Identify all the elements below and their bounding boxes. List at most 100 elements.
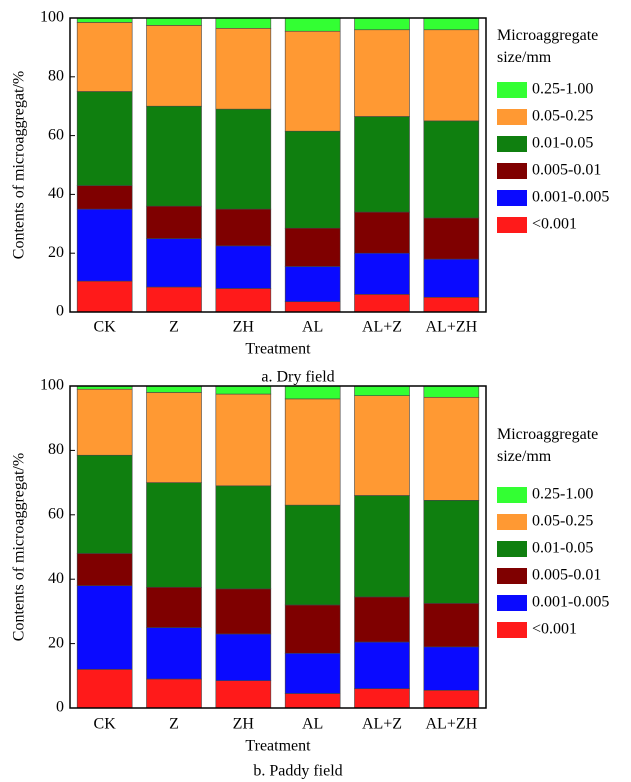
legend-label: 0.005-0.01 [532,567,601,584]
y-tick-label: 20 [48,244,64,261]
x-tick-label: CK [94,716,117,733]
bar-segment [146,482,202,588]
x-axis-label: Treatment [245,341,311,358]
bar-segment [146,17,202,26]
bar-segment [76,585,133,670]
x-tick-label: AL+Z [362,319,402,336]
y-tick-label: 80 [48,67,64,84]
bar-segment [284,504,341,606]
legend-title: Microaggregate size/mm [497,426,599,465]
bar-segment [284,266,341,303]
y-tick-label: 60 [48,126,64,143]
x-tick-label: ZH [233,716,255,733]
x-tick-label: AL [302,319,323,336]
bar-segment [423,385,480,398]
bar-segment [354,29,410,117]
bar-segment [146,678,202,709]
legend-label: 0.05-0.25 [532,513,593,530]
bar-segment [76,91,133,186]
plot-frame [69,385,487,709]
caption: a. Dry field [261,369,334,386]
bar-segment [354,211,410,254]
bar-segment [215,633,272,681]
x-tick-label: Z [169,319,179,336]
y-tick-label: 40 [48,570,64,587]
bar-segment [76,553,133,586]
bar-segment [354,596,410,643]
bar-segment [146,238,202,288]
bar-segment [76,388,133,456]
bar-segment [284,385,341,400]
bar-segment [354,17,410,31]
bar-segment [423,500,480,604]
bar-segment [76,669,133,709]
bar-segment [146,286,202,313]
bar-segment [76,280,133,313]
bar-segment [146,205,202,239]
x-tick-label: Z [169,716,179,733]
bar-segment [423,258,480,298]
bar-segment [146,586,202,628]
legend-label: 0.05-0.25 [532,108,593,125]
legend-swatch [497,541,527,557]
bar-segment [215,288,272,313]
legend-label: <0.001 [532,621,577,638]
y-axis-label: Contents of microaggregat/% [11,71,28,259]
bar-segment [76,185,133,210]
bar-segment [423,120,480,219]
x-tick-label: ZH [233,319,255,336]
bar-segment [354,688,410,709]
bar-segment [76,208,133,282]
bar-segment [284,301,341,313]
legend-swatch [497,622,527,638]
x-tick-label: AL+ZH [425,319,477,336]
legend-label: 0.01-0.05 [532,135,593,152]
bar-segment [215,485,272,590]
legend-swatch [497,487,527,503]
y-tick-label: 0 [56,699,64,716]
bar-segment [284,130,341,229]
bar-segment [284,227,341,267]
bar-segment [215,393,272,487]
bar-segment [423,17,480,31]
bar-segment [215,208,272,247]
bar-segment [423,217,480,260]
bar-segment [354,385,410,396]
bar-segment [215,27,272,110]
legend-swatch [497,190,527,206]
legend-label: 0.005-0.01 [532,162,601,179]
bar-segment [146,392,202,483]
legend-swatch [497,109,527,125]
y-tick-label: 100 [40,9,64,26]
legend-label: 0.001-0.005 [532,189,609,206]
legend-label: 0.01-0.05 [532,540,593,557]
bar-segment [354,395,410,496]
y-tick-label: 100 [40,377,64,394]
y-tick-label: 60 [48,505,64,522]
bar-segment [284,30,341,132]
bar-segment [146,627,202,680]
bar-segment [423,29,480,122]
bar-segment [215,680,272,709]
y-axis-label: Contents of microaggregat/% [11,453,28,641]
bar-segment [354,641,410,689]
legend-swatch [497,568,527,584]
legend-title: Microaggregate size/mm [497,27,599,66]
legend-swatch [497,514,527,530]
bar-segment [215,17,272,29]
x-tick-label: AL+ZH [425,716,477,733]
legend-label: 0.25-1.00 [532,486,593,503]
legend-label: 0.001-0.005 [532,594,609,611]
legend-label: <0.001 [532,216,577,233]
legend-label: 0.25-1.00 [532,81,593,98]
x-axis-label: Treatment [245,738,311,755]
bar-segment [215,588,272,635]
bar-segment [354,294,410,313]
bar-segment [215,245,272,289]
bar-segment [354,116,410,213]
caption: b. Paddy field [253,763,342,780]
bar-segment [284,652,341,694]
bar-segment [284,604,341,654]
